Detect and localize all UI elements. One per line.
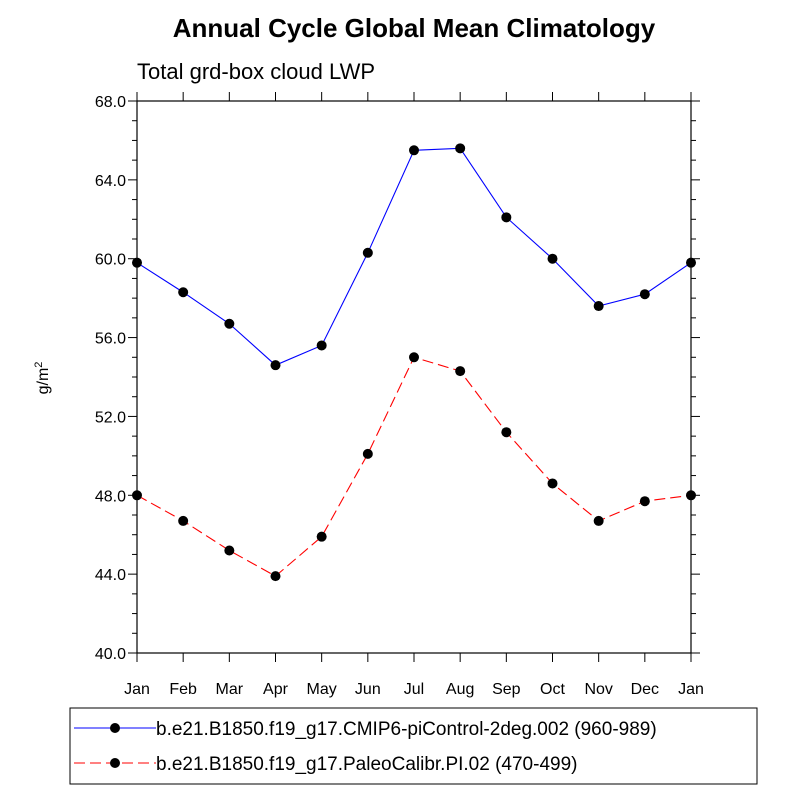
- plot-area: 40.0 44.0 48.0 52.0 56.0 60.0 64.0 68.0 Jan Feb Ma…: [95, 92, 704, 698]
- series-1-point: [455, 143, 466, 154]
- series-2-point: [639, 496, 650, 507]
- series-2-point: [501, 427, 512, 438]
- legend: b.e21.B1850.f19_g17.CMIP6-piControl-2deg…: [69, 707, 758, 785]
- y-axis-label: g/m2: [33, 362, 52, 395]
- x-tick-label: Apr: [263, 681, 289, 698]
- x-tick-label: May: [307, 681, 337, 698]
- series-1-point: [270, 360, 281, 371]
- series-1-point: [639, 289, 650, 300]
- y-axis-label-unit: g/m: [35, 368, 52, 395]
- series-1-point: [501, 212, 512, 223]
- x-tick-label: Jun: [355, 681, 381, 698]
- series-1-point: [547, 253, 558, 264]
- x-tick-label: Aug: [446, 681, 474, 698]
- x-tick-label: Jan: [678, 681, 704, 698]
- x-tick-label: Nov: [584, 681, 612, 698]
- x-tick-label: Sep: [492, 681, 521, 698]
- series-1-point: [224, 318, 235, 329]
- legend-label-1: b.e21.B1850.f19_g17.CMIP6-piControl-2deg…: [156, 719, 657, 740]
- x-tick-label: Jul: [404, 681, 424, 698]
- x-tick-label: Mar: [216, 681, 244, 698]
- y-tick-label: 60.0: [95, 252, 126, 269]
- x-tick-label: Oct: [540, 681, 565, 698]
- series-2-point: [409, 352, 419, 363]
- series-2-line: [136, 356, 692, 577]
- x-tick-label: Jan: [124, 681, 150, 698]
- series-1-point: [409, 145, 419, 156]
- series-1-point: [593, 301, 604, 312]
- y-tick-label: 64.0: [95, 173, 126, 190]
- series-2-point: [455, 366, 466, 377]
- legend-marker-1: [110, 723, 120, 733]
- series-2-point: [547, 478, 558, 489]
- y-tick-label: 48.0: [95, 488, 126, 505]
- series-2-point: [270, 571, 281, 582]
- series-2-point: [316, 531, 327, 542]
- series-2-point: [132, 490, 142, 501]
- series-2-point: [224, 545, 235, 556]
- series-1-point: [132, 257, 142, 268]
- chart-title: Annual Cycle Global Mean Climatology: [173, 13, 656, 43]
- legend-box: [69, 707, 758, 785]
- y-tick-label: 68.0: [95, 94, 126, 111]
- plot-frame: [136, 100, 692, 654]
- series-2-point: [686, 490, 696, 501]
- series-2-point: [362, 448, 373, 459]
- chart-subtitle: Total grd-box cloud LWP: [137, 59, 375, 84]
- y-tick-label: 56.0: [95, 331, 126, 348]
- y-tick-label: 40.0: [95, 646, 126, 663]
- series-2-point: [178, 515, 189, 526]
- series-1-point: [178, 287, 189, 298]
- series-1-point: [316, 340, 327, 351]
- y-tick-label: 44.0: [95, 567, 126, 584]
- x-tick-label: Dec: [631, 681, 659, 698]
- y-axis-label-superscript: 2: [33, 362, 45, 368]
- x-tick-label: Feb: [169, 681, 197, 698]
- series-1-line: [136, 147, 692, 366]
- series-1-point: [686, 257, 696, 268]
- series-1-point: [362, 247, 373, 258]
- legend-label-2: b.e21.B1850.f19_g17.PaleoCalibr.PI.02 (4…: [156, 754, 577, 775]
- legend-marker-2: [110, 758, 120, 768]
- series-2-point: [593, 515, 604, 526]
- y-tick-label: 52.0: [95, 409, 126, 426]
